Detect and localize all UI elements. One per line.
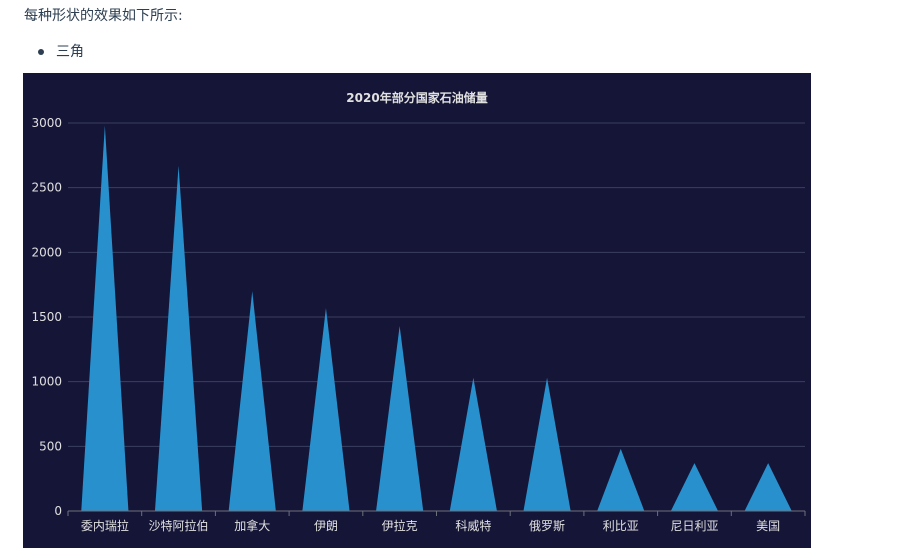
triangle-bar bbox=[744, 463, 792, 511]
triangle-bar bbox=[154, 165, 203, 511]
x-tick-label: 加拿大 bbox=[234, 518, 270, 533]
x-axis bbox=[67, 510, 806, 516]
x-tick-label: 伊朗 bbox=[314, 519, 338, 533]
triangle-bar bbox=[376, 326, 424, 511]
triangle-bar bbox=[449, 377, 497, 511]
triangle-bar bbox=[302, 307, 350, 511]
triangle-bar bbox=[523, 377, 571, 511]
bars bbox=[81, 125, 792, 511]
x-tick-label: 美国 bbox=[756, 519, 780, 533]
triangle-bar bbox=[597, 448, 645, 511]
chart-container: 2020年部分国家石油储量 0 500 1000 1500 2000 2500 3000 委… bbox=[23, 73, 811, 548]
y-tick-label: 500 bbox=[39, 439, 62, 453]
y-tick-label: 2500 bbox=[31, 181, 62, 195]
bullet-item: 三角 bbox=[38, 42, 84, 62]
intro-text: 每种形状的效果如下所示: bbox=[24, 8, 183, 24]
x-tick-label: 科威特 bbox=[455, 518, 491, 533]
x-tick-label: 沙特阿拉伯 bbox=[149, 518, 209, 533]
x-tick-label: 尼日利亚 bbox=[670, 519, 718, 533]
chart-title: 2020年部分国家石油储量 bbox=[346, 90, 487, 105]
x-tick-label: 利比亚 bbox=[603, 519, 639, 533]
bullet-label: 三角 bbox=[56, 44, 84, 60]
bullet-dot-icon bbox=[38, 49, 44, 55]
x-axis-labels: 委内瑞拉 沙特阿拉伯 加拿大 伊朗 伊拉克 科威特 俄罗斯 利比亚 尼日利亚 美国 bbox=[81, 518, 780, 533]
y-tick-label: 3000 bbox=[31, 116, 62, 130]
x-tick-label: 委内瑞拉 bbox=[81, 518, 129, 533]
y-tick-label: 2000 bbox=[31, 245, 62, 259]
triangle-bar-chart: 2020年部分国家石油储量 0 500 1000 1500 2000 2500 3000 委… bbox=[23, 73, 811, 548]
triangle-bar bbox=[228, 291, 276, 511]
triangle-bar bbox=[81, 125, 129, 511]
x-tick-label: 伊拉克 bbox=[382, 518, 418, 533]
y-axis-labels: 0 500 1000 1500 2000 2500 3000 bbox=[31, 116, 62, 518]
x-tick-label: 俄罗斯 bbox=[529, 519, 565, 533]
y-tick-label: 1000 bbox=[31, 375, 62, 389]
triangle-bar bbox=[670, 463, 719, 511]
y-tick-label: 1500 bbox=[31, 310, 62, 324]
y-tick-label: 0 bbox=[54, 504, 62, 518]
